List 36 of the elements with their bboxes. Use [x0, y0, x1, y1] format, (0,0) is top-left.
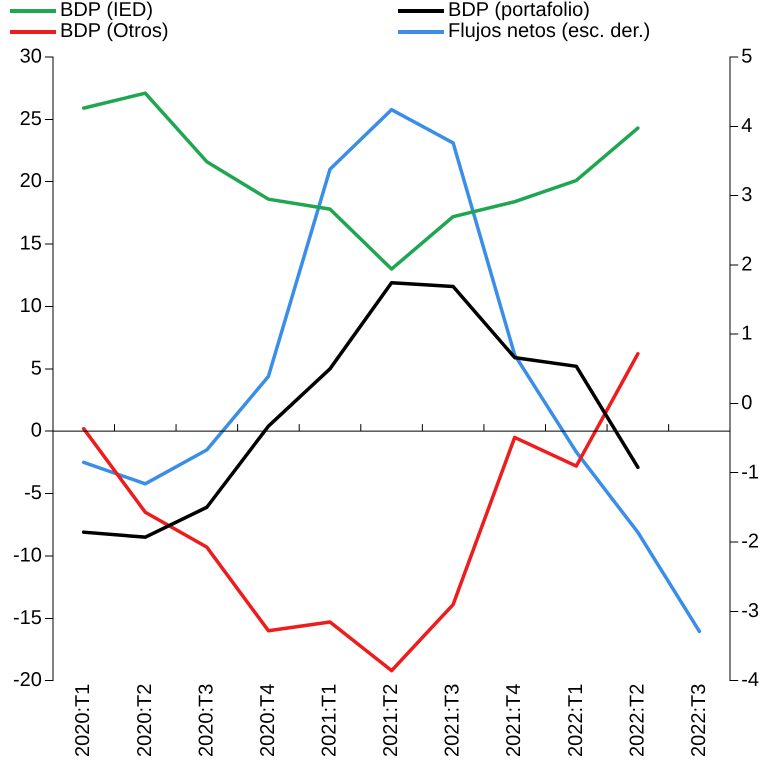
x-tick-label: 2020:T1: [72, 684, 94, 757]
y-tick-label: -10: [13, 544, 42, 566]
y-tick-label: 30: [20, 46, 42, 68]
y2-tick-label: -4: [741, 669, 760, 692]
y2-tick-label: -2: [741, 530, 760, 553]
x-tick-label: 2020:T2: [134, 684, 156, 757]
x-tick-label: 2021:T4: [503, 684, 526, 757]
x-tick-label: 2022:T1: [564, 684, 587, 757]
x-tick-label: 2021:T2: [380, 684, 402, 757]
y-tick-label: -15: [13, 606, 42, 629]
y-tick-label: 25: [20, 108, 42, 130]
x-tick-label: 2020:T3: [195, 684, 218, 757]
y2-tick-label: 3: [741, 184, 752, 206]
y2-tick-label: -1: [741, 461, 760, 484]
y-tick-label: 5: [30, 357, 42, 380]
legend-label: BDP (Otros): [60, 20, 169, 42]
x-tick-label: 2022:T3: [688, 684, 710, 757]
y-tick-label: 10: [20, 294, 42, 317]
y-tick-label: 20: [20, 170, 42, 192]
y-tick-label: -20: [13, 669, 42, 692]
x-tick-label: 2020:T4: [256, 684, 279, 757]
y2-tick-label: 4: [741, 114, 752, 137]
x-tick-label: 2021:T3: [442, 684, 464, 757]
x-tick-label: 2021:T1: [318, 684, 341, 757]
y-tick-label: -5: [24, 482, 42, 504]
y-tick-label: 15: [20, 232, 42, 255]
y2-tick-label: 2: [741, 253, 752, 276]
legend-label: BDP (IED): [60, 0, 153, 21]
y2-tick-label: -3: [741, 600, 760, 622]
legend-label: Flujos netos (esc. der.): [448, 20, 650, 42]
y-tick-label: 0: [30, 420, 42, 442]
y2-tick-label: 1: [741, 322, 752, 345]
y2-tick-label: 0: [741, 392, 752, 414]
y2-tick-label: 5: [741, 46, 752, 68]
x-tick-label: 2022:T2: [626, 684, 648, 757]
legend-label: BDP (portafolio): [448, 0, 590, 21]
